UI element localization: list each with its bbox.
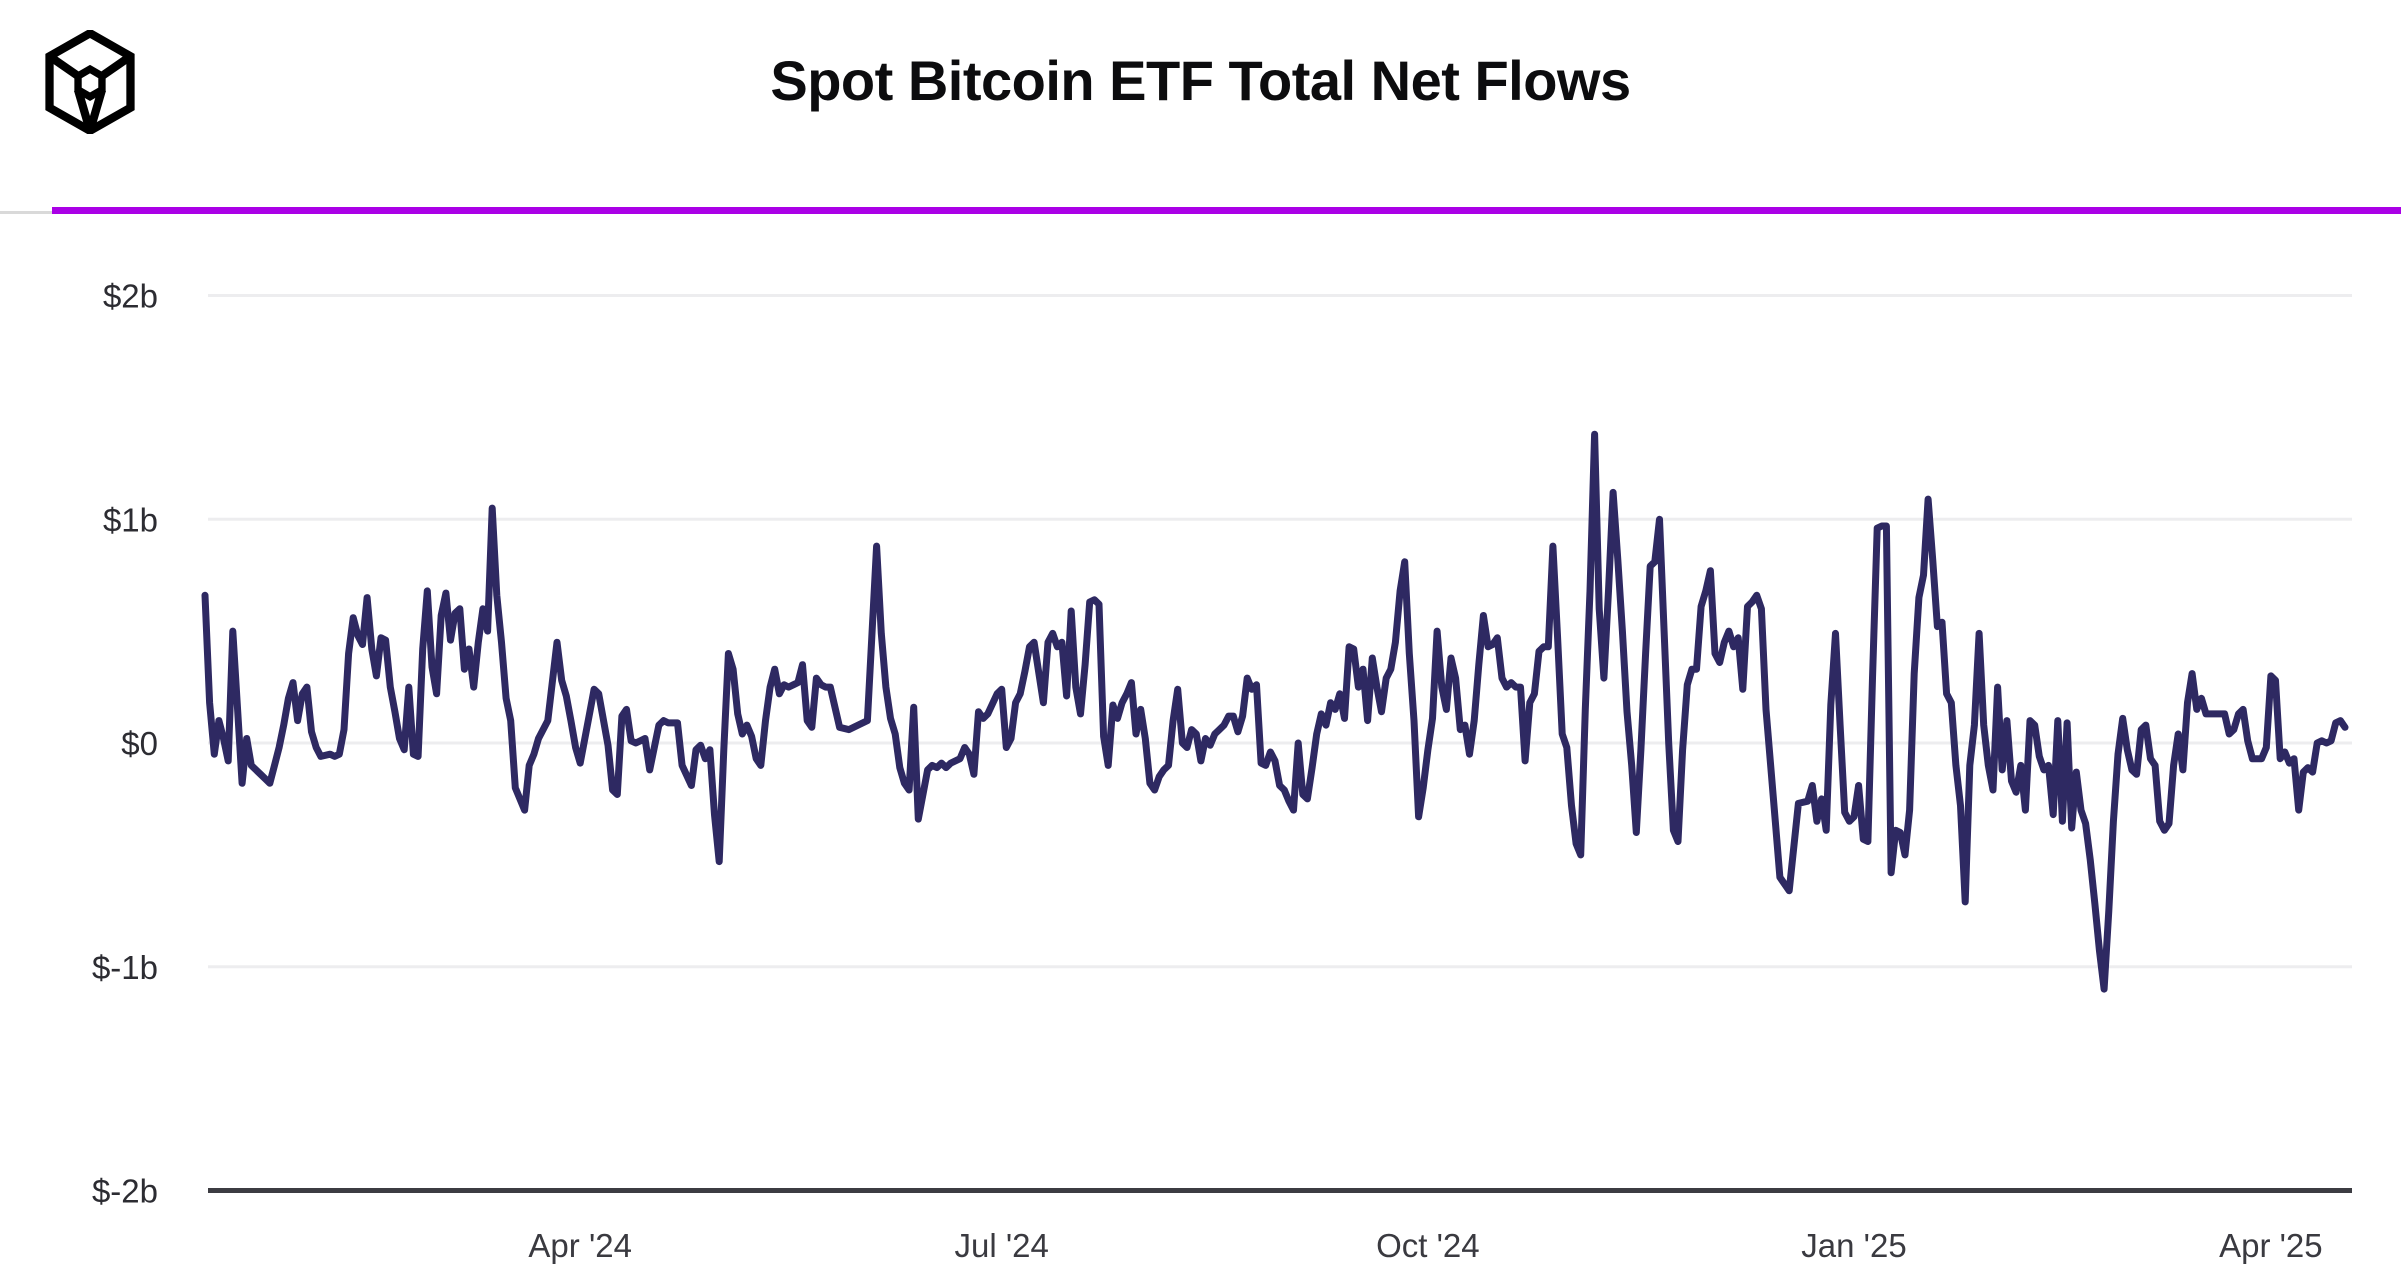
y-tick-label: $0: [121, 725, 158, 762]
the-block-logo-icon: [45, 30, 135, 134]
net-flows-line: [201, 430, 2349, 993]
y-axis-labels: $2b $1b $0 $-1b $-2b: [92, 278, 158, 1210]
y-tick-label: $2b: [103, 278, 158, 315]
logo-edge-bottom-right: [86, 88, 106, 132]
x-tick-label: Oct '24: [1376, 1227, 1480, 1264]
y-tick-label: $-2b: [92, 1173, 158, 1210]
logo-edge-right: [99, 52, 133, 80]
chart-title: Spot Bitcoin ETF Total Net Flows: [770, 49, 1631, 112]
x-tick-label: Jan '25: [1801, 1227, 1906, 1264]
y-tick-label: $-1b: [92, 949, 158, 986]
x-tick-label: Apr '24: [528, 1227, 632, 1264]
x-tick-label: Apr '25: [2219, 1227, 2323, 1264]
logo-edge-left: [47, 52, 81, 80]
y-tick-label: $1b: [103, 501, 158, 538]
divider-gray-segment: [0, 211, 52, 214]
x-tick-label: Jul '24: [955, 1227, 1049, 1264]
x-axis-labels: Apr '24 Jul '24 Oct '24 Jan '25 Apr '25: [528, 1227, 2322, 1264]
divider-purple-segment: [52, 207, 2401, 214]
